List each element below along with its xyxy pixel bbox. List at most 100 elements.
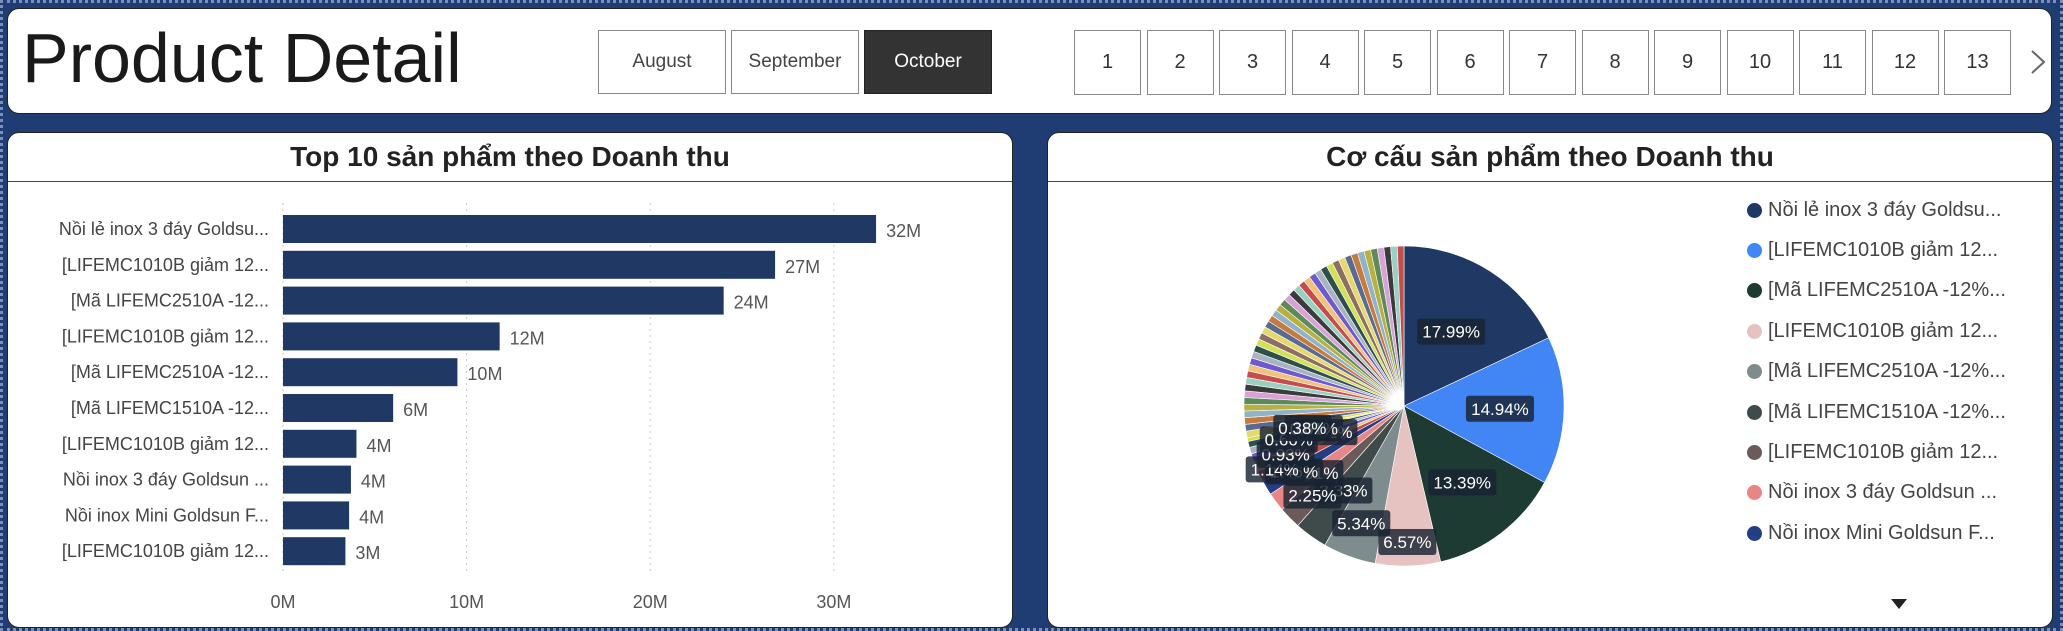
- category-label: [Mã LIFEMC2510A -12...: [71, 362, 269, 382]
- legend-label: [LIFEMC1010B giảm 12...: [1768, 319, 1999, 342]
- category-label: Nồi inox 3 đáy Goldsun ...: [63, 470, 269, 490]
- month-button-august[interactable]: August: [598, 30, 726, 94]
- data-label: 12M: [510, 328, 545, 348]
- legend-swatch: [1747, 525, 1762, 541]
- bar[interactable]: [283, 322, 500, 351]
- data-label: 4M: [366, 436, 391, 456]
- legend-item[interactable]: [LIFEMC1010B giảm 12...: [1747, 235, 1998, 265]
- slice-label-bg: [1417, 318, 1486, 345]
- page-button-1[interactable]: 1: [1074, 30, 1141, 95]
- page-button-7[interactable]: 7: [1509, 30, 1576, 95]
- data-label: 24M: [734, 293, 769, 313]
- category-label: Nồi inox Mini Goldsun F...: [65, 505, 269, 525]
- legend-item[interactable]: Nồi inox Mini Goldsun F...: [1747, 518, 1995, 548]
- pie-slice[interactable]: [1396, 245, 1405, 407]
- slice-label-bg: [1332, 510, 1391, 537]
- page-button-9[interactable]: 9: [1654, 30, 1721, 95]
- legend-swatch: [1747, 444, 1762, 460]
- legend-label: [Mã LIFEMC2510A -12%...: [1768, 279, 2006, 302]
- slice-label-bg: [1378, 528, 1437, 555]
- bar-chart-title: Top 10 sản phẩm theo Doanh thu: [8, 133, 1012, 182]
- x-tick-label: 10M: [449, 592, 484, 612]
- legend-item[interactable]: [LIFEMC1010B giảm 12...: [1747, 316, 1998, 346]
- legend-item[interactable]: [Mã LIFEMC2510A -12%...: [1747, 357, 2006, 387]
- legend-label: Nồi inox Mini Goldsun F...: [1768, 521, 1995, 544]
- month-button-october[interactable]: October: [864, 30, 992, 94]
- slice-label-bg: [1428, 469, 1497, 496]
- slice-label: 5.34%: [1337, 514, 1385, 533]
- legend-label: [Mã LIFEMC1510A -12%...: [1768, 400, 2006, 423]
- bar[interactable]: [283, 537, 346, 566]
- legend-item[interactable]: [Mã LIFEMC2510A -12%...: [1747, 276, 2006, 306]
- bar[interactable]: [283, 215, 877, 243]
- month-button-september[interactable]: September: [731, 30, 859, 94]
- bar-chart-panel: Top 10 sản phẩm theo Doanh thu 0M 10M 20M 3…: [7, 132, 1013, 628]
- data-label: 3M: [355, 543, 380, 563]
- bar-chart: 0M 10M 20M 30M Nồi lẻ inox 3 đáy Goldsu... 32…: [59, 203, 921, 612]
- chevron-right-icon[interactable]: [2026, 47, 2050, 77]
- slice-label-bg: [1273, 414, 1332, 441]
- legend-label: Nồi lẻ inox 3 đáy Goldsu...: [1768, 198, 2002, 221]
- page-button-4[interactable]: 4: [1291, 30, 1359, 95]
- bar[interactable]: [283, 358, 458, 387]
- legend-swatch: [1747, 202, 1762, 218]
- pie-chart-title: Cơ cấu sản phẩm theo Doanh thu: [1048, 133, 2052, 182]
- data-label: 10M: [467, 364, 502, 384]
- header-bar: Product Detail August September October …: [7, 8, 2052, 114]
- legend-label: [Mã LIFEMC2510A -12%...: [1768, 360, 2006, 383]
- slice-label: 2.25%: [1288, 486, 1336, 505]
- page-button-11[interactable]: 11: [1799, 30, 1866, 95]
- bar[interactable]: [283, 429, 357, 458]
- x-tick-label: 20M: [633, 592, 668, 612]
- slice-label-bg: [1465, 395, 1534, 422]
- slice-label: 6.57%: [1383, 533, 1431, 552]
- page-button-3[interactable]: 3: [1219, 30, 1286, 95]
- page-button-5[interactable]: 5: [1364, 30, 1431, 95]
- bar[interactable]: [283, 501, 350, 530]
- x-tick-label: 30M: [816, 592, 851, 612]
- slice-label: 13.39%: [1433, 473, 1491, 492]
- legend-label: Nồi inox 3 đáy Goldsun ...: [1768, 481, 1998, 504]
- slice-label-bg: [1283, 482, 1342, 509]
- page-button-10[interactable]: 10: [1726, 30, 1794, 95]
- page-title: Product Detail: [22, 19, 462, 97]
- bar[interactable]: [283, 250, 776, 279]
- category-label: [LIFEMC1010B giảm 12...: [62, 326, 269, 346]
- pie-legend: Nồi lẻ inox 3 đáy Goldsu... [LIFEMC1010B …: [1747, 195, 2047, 575]
- page-button-8[interactable]: 8: [1581, 30, 1649, 95]
- category-label: [Mã LIFEMC1510A -12...: [71, 398, 269, 418]
- pie-chart-panel: Cơ cấu sản phẩm theo Doanh thu 17.99% 14.…: [1047, 132, 2053, 628]
- legend-swatch: [1747, 283, 1762, 299]
- caret-down-icon[interactable]: [1891, 599, 1907, 609]
- bar[interactable]: [283, 465, 351, 494]
- data-label: 32M: [886, 221, 921, 241]
- pie-chart: 17.99%14.94%13.39%6.57%5.34%3.33%2.25%1.…: [1243, 245, 1565, 567]
- legend-label: [LIFEMC1010B giảm 12...: [1768, 440, 1999, 463]
- page-button-6[interactable]: 6: [1436, 30, 1504, 95]
- legend-item[interactable]: [LIFEMC1010B giảm 12...: [1747, 437, 1998, 467]
- slice-label: 17.99%: [1422, 323, 1480, 342]
- slice-label: 0.38%: [1278, 419, 1326, 438]
- data-label: 4M: [359, 507, 384, 527]
- category-label: [LIFEMC1010B giảm 12...: [62, 255, 269, 275]
- page-button-12[interactable]: 12: [1871, 30, 1939, 95]
- bar[interactable]: [283, 394, 394, 422]
- legend-swatch: [1747, 242, 1762, 258]
- x-tick-label: 0M: [270, 592, 295, 612]
- category-label: [LIFEMC1010B giảm 12...: [62, 541, 269, 561]
- slice-label: 14.94%: [1471, 400, 1529, 419]
- category-label: Nồi lẻ inox 3 đáy Goldsu...: [59, 219, 269, 239]
- legend-item[interactable]: Nồi inox 3 đáy Goldsun ...: [1747, 478, 1997, 508]
- legend-label: [LIFEMC1010B giảm 12...: [1768, 238, 1999, 261]
- data-label: 6M: [403, 400, 428, 420]
- legend-swatch: [1747, 404, 1762, 420]
- category-label: [Mã LIFEMC2510A -12...: [71, 291, 269, 311]
- page-button-13[interactable]: 13: [1944, 30, 2011, 95]
- legend-item[interactable]: [Mã LIFEMC1510A -12%...: [1747, 397, 2006, 427]
- page-button-2[interactable]: 2: [1146, 30, 1214, 95]
- data-label: 27M: [785, 257, 820, 277]
- legend-item[interactable]: Nồi lẻ inox 3 đáy Goldsu...: [1747, 195, 2001, 225]
- bar[interactable]: [283, 286, 724, 315]
- legend-swatch: [1747, 364, 1762, 380]
- legend-swatch: [1747, 323, 1762, 339]
